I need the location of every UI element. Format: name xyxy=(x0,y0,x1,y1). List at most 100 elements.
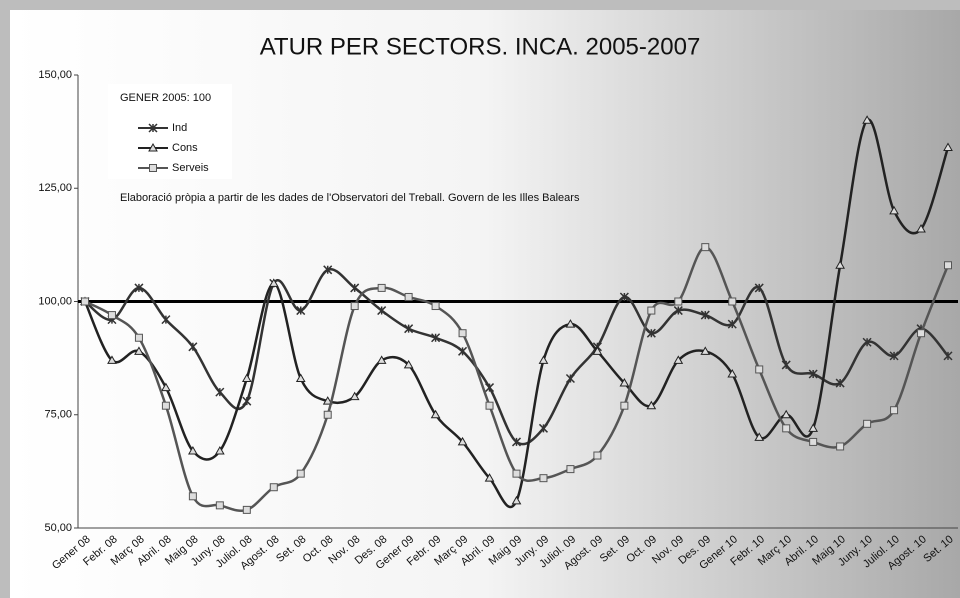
point xyxy=(430,409,441,419)
point xyxy=(565,319,576,328)
point xyxy=(322,396,333,405)
point xyxy=(107,355,117,364)
point xyxy=(700,310,710,320)
point xyxy=(808,369,818,379)
point xyxy=(134,283,144,293)
point xyxy=(377,306,387,316)
point xyxy=(458,329,467,338)
legend-box xyxy=(108,84,232,179)
series-line xyxy=(83,118,950,509)
point xyxy=(889,205,899,215)
point xyxy=(134,333,143,342)
point xyxy=(754,432,765,441)
point xyxy=(593,451,602,460)
point xyxy=(836,442,845,451)
y-tick-label: 50,00 xyxy=(44,522,72,534)
point xyxy=(673,306,683,316)
y-tick-label: 75,00 xyxy=(44,409,72,421)
point xyxy=(566,465,575,474)
point xyxy=(161,382,171,392)
legend-label: Cons xyxy=(172,142,198,154)
point xyxy=(511,437,522,447)
point xyxy=(862,337,872,347)
point xyxy=(161,315,171,325)
point xyxy=(538,423,548,433)
point xyxy=(781,409,792,419)
point xyxy=(646,328,656,338)
point xyxy=(809,437,818,446)
point xyxy=(188,342,198,352)
point xyxy=(890,406,899,415)
point xyxy=(511,495,522,505)
point xyxy=(215,387,225,397)
point xyxy=(944,261,952,270)
y-tick-label: 100,00 xyxy=(38,295,72,307)
point xyxy=(350,283,360,293)
point xyxy=(539,474,548,483)
point xyxy=(431,333,441,343)
point xyxy=(781,360,791,370)
point xyxy=(916,224,926,233)
point xyxy=(943,351,953,361)
point xyxy=(646,400,657,410)
point xyxy=(268,278,279,287)
point xyxy=(701,243,710,252)
point xyxy=(808,423,819,432)
point xyxy=(727,319,737,329)
point xyxy=(755,365,764,374)
y-tick-label: 125,00 xyxy=(38,182,72,194)
point xyxy=(700,346,711,355)
point xyxy=(296,306,306,316)
point xyxy=(323,265,333,275)
point xyxy=(647,306,656,315)
chart-title: ATUR PER SECTORS. INCA. 2005-2007 xyxy=(260,33,701,60)
point xyxy=(296,469,305,478)
point xyxy=(215,501,224,510)
legend-label: Serveis xyxy=(172,162,209,174)
point xyxy=(241,373,252,383)
point xyxy=(242,505,251,514)
point xyxy=(943,142,953,151)
point xyxy=(148,123,158,133)
point xyxy=(727,368,738,378)
point xyxy=(728,297,737,306)
point xyxy=(835,378,845,388)
point xyxy=(269,483,278,492)
point xyxy=(148,142,158,152)
point xyxy=(458,346,468,356)
point xyxy=(161,401,170,410)
point xyxy=(889,351,899,361)
point xyxy=(404,324,414,334)
point xyxy=(376,355,387,364)
point xyxy=(134,346,144,355)
point xyxy=(619,378,630,387)
point xyxy=(538,355,549,364)
subtitle: GENER 2005: 100 xyxy=(120,92,211,104)
point xyxy=(592,346,603,355)
point xyxy=(349,391,360,401)
point xyxy=(404,292,413,301)
point xyxy=(862,115,872,124)
point xyxy=(323,410,332,419)
point xyxy=(512,469,521,478)
point xyxy=(188,445,198,455)
legend-label: Ind xyxy=(172,122,187,134)
point xyxy=(431,302,440,311)
point xyxy=(620,401,629,410)
point xyxy=(674,297,683,306)
point xyxy=(754,283,764,293)
point xyxy=(81,297,89,306)
point xyxy=(619,292,629,302)
point xyxy=(457,436,468,446)
point xyxy=(485,383,495,393)
point xyxy=(782,424,791,433)
note: Elaboració pròpia a partir de les dades … xyxy=(120,192,580,204)
point xyxy=(403,359,414,369)
point xyxy=(149,164,157,172)
point xyxy=(295,373,306,383)
point xyxy=(917,329,926,338)
point xyxy=(565,373,575,384)
point xyxy=(673,355,684,364)
